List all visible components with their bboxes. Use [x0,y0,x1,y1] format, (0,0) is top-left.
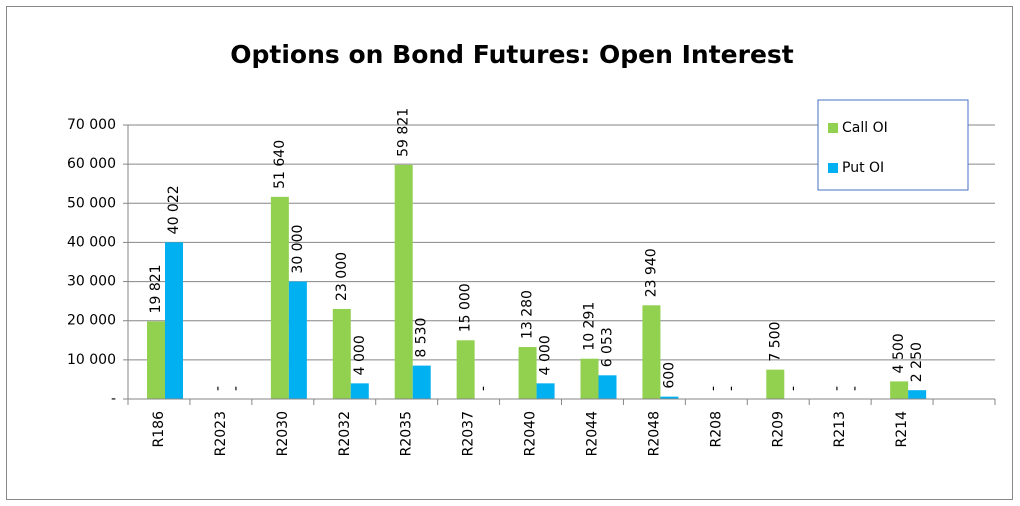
data-label: 4 000 [352,335,368,375]
bar [456,340,475,399]
data-label: 2 250 [909,342,925,382]
legend-swatch [828,163,838,173]
y-tick-label: 20 000 [67,313,116,329]
bar [536,383,555,399]
x-tick-label: R213 [832,411,848,447]
data-label: 23 000 [334,252,350,301]
data-label: - [476,386,492,391]
x-tick-label: R214 [894,411,910,448]
bar [580,358,599,399]
data-label: 8 530 [414,318,430,358]
bar [518,347,537,399]
legend-label: Put OI [842,160,884,176]
bar [890,381,909,399]
y-tick-label: 30 000 [67,274,116,290]
data-label: - [228,386,244,391]
bar [598,375,617,399]
bar [270,196,289,399]
data-label: 6 053 [600,327,616,367]
x-tick-label: R209 [770,411,786,447]
data-label: - [785,386,801,391]
x-tick-label: R2035 [399,411,415,456]
bar [394,164,413,399]
data-label: - [723,386,739,391]
data-label: 4 500 [891,333,907,373]
x-tick-label: R2044 [584,411,600,456]
bar [660,396,679,399]
bar [350,383,369,399]
data-label: 600 [661,362,677,389]
data-label: 23 940 [643,248,659,297]
data-label: 13 280 [520,290,536,339]
data-label: - [705,386,721,391]
data-label: 4 000 [538,335,554,375]
y-tick-label: 60 000 [67,156,116,172]
x-tick-label: R186 [151,411,167,448]
x-tick-label: R2030 [275,411,291,456]
y-tick-label: 10 000 [67,352,116,368]
data-label: - [210,386,226,391]
bar [908,390,927,399]
y-tick-label: 50 000 [67,195,116,211]
y-tick-label: 40 000 [67,234,116,250]
chart-title: Options on Bond Futures: Open Interest [230,40,794,69]
x-tick-label: R208 [708,411,724,447]
x-tick-label: R2037 [461,411,477,456]
data-label: 10 291 [582,302,598,351]
legend-box [817,99,969,191]
legend-label: Call OI [842,120,888,136]
x-tick-label: R2048 [646,411,662,456]
data-label: - [829,386,845,391]
legend-swatch [828,123,838,133]
data-label: 51 640 [272,140,288,189]
data-label: 19 821 [148,264,164,313]
y-tick-label: 70 000 [67,117,116,133]
bar [766,369,785,399]
data-label: 7 500 [767,322,783,362]
bar [642,305,661,399]
y-tick-label: - [111,391,116,407]
bar [165,242,183,399]
bar [412,365,431,399]
x-tick-label: R2040 [523,411,539,456]
bar [332,308,351,399]
x-tick-label: R2023 [213,411,229,456]
x-tick-label: R2032 [337,411,353,456]
bar [288,281,307,399]
bar [147,321,165,399]
data-label: 15 000 [458,283,474,332]
data-label: 59 821 [396,108,412,157]
data-label: - [847,386,863,391]
data-label: 40 022 [166,185,182,234]
data-label: 30 000 [290,225,306,274]
